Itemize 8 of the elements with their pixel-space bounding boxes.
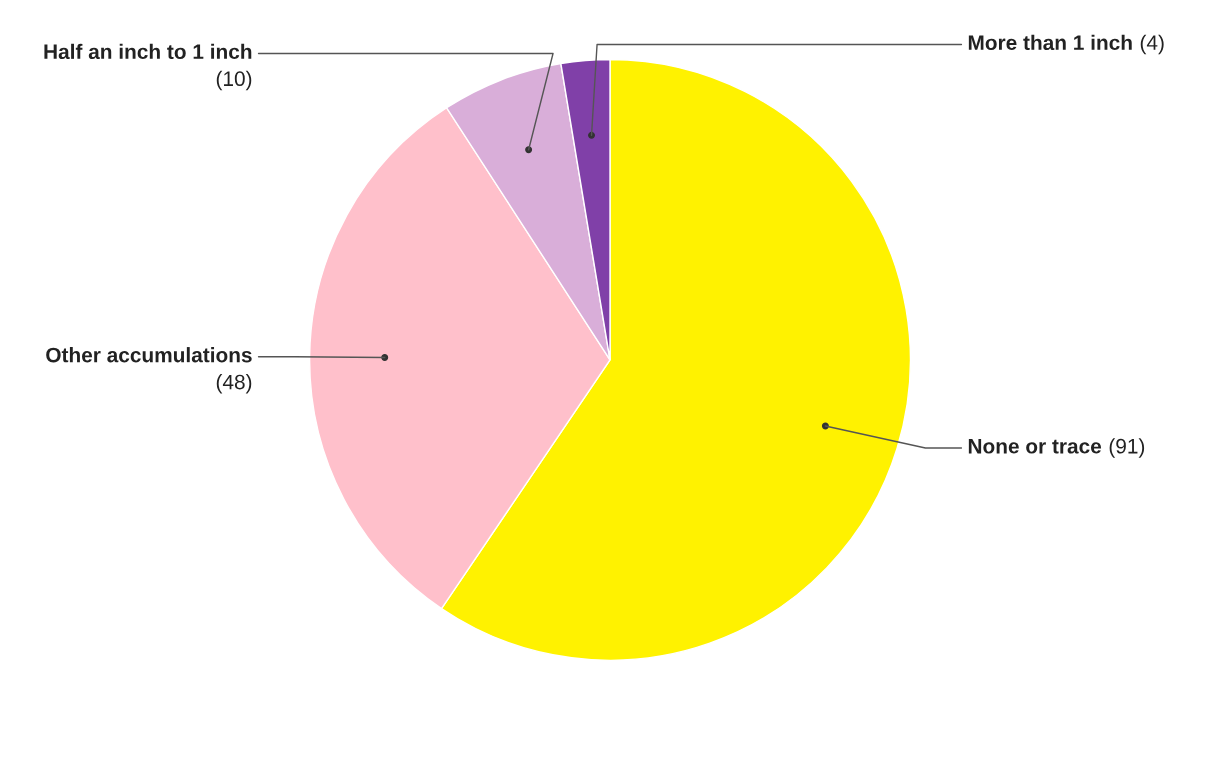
data-label: (91) <box>1109 438 1145 458</box>
data-label: (4) <box>1140 34 1164 55</box>
data-label: (10) <box>216 70 252 91</box>
data-label: (48) <box>216 374 252 394</box>
slice-label: Other accumulations <box>46 347 252 363</box>
slice-label: Half an inch to 1 inch <box>44 43 252 60</box>
slice-label: None or trace <box>968 439 1102 454</box>
slice-label: More than 1 inch <box>968 34 1132 51</box>
